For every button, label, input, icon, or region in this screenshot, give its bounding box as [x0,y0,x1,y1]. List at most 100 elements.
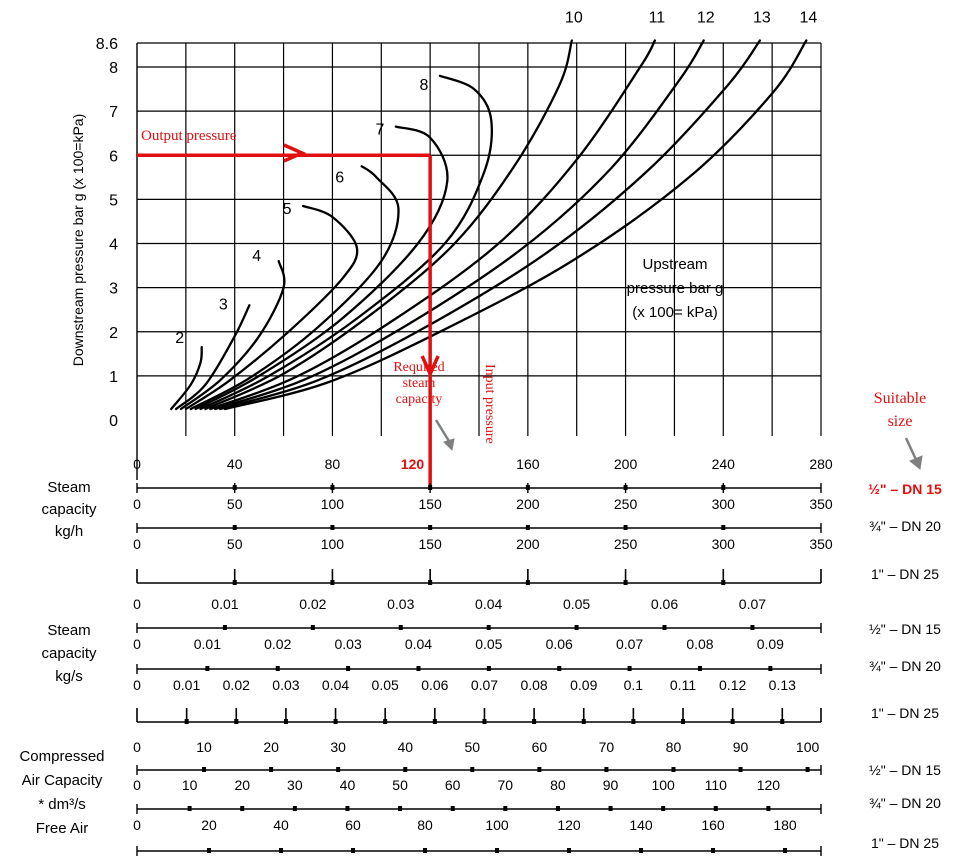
scale-tick-mark [721,525,726,530]
scale-label: 40 [397,739,413,755]
curve-label-7: 7 [375,122,384,139]
scale-label: 0.11 [670,677,696,693]
scale-label: 40 [340,777,356,793]
upstream-curve-10 [204,39,573,411]
scale-label: 0.05 [372,677,399,693]
scale-label: 0.07 [471,677,498,693]
y-tick-label: 4 [109,237,118,254]
scale-tick-mark [681,719,686,724]
curve-label-8: 8 [419,77,428,94]
y-tick-label: 8.6 [96,36,118,53]
scale-label: 100 [796,739,820,755]
scale-tick-mark [604,767,609,772]
scale-tick-mark [336,767,341,772]
scale-tick-mark [768,666,773,671]
scale-tick-mark [330,485,335,490]
scale-tick-mark [333,719,338,724]
scale-label: 80 [325,456,341,472]
upstream-curve-3 [174,304,251,411]
curve-label-14: 14 [799,10,817,27]
y-tick-label: 3 [109,281,118,298]
scale-tick-mark [292,806,297,811]
chart-grid [136,42,822,480]
scale-label: 20 [201,817,217,833]
scale-label: 70 [498,777,514,793]
scale-tick-mark [738,767,743,772]
scale-tick-mark [662,625,667,630]
scale-tick-mark [234,719,239,724]
scale-tick-mark [403,767,408,772]
required-pointer-head [443,438,455,452]
annotations: Output pressure Input pressure Requiredste… [137,128,926,487]
output-pressure-arrowhead [283,143,307,163]
pressure-curves: 2 3 4 5 6 7 8 10 11 12 13 14 Upstream pressure bar g (… [170,10,817,411]
scale-tick-mark [207,848,211,853]
scale-tick-mark [202,767,207,772]
scale-label: 0.07 [616,636,643,652]
scale-tick-mark [486,625,491,630]
scale-label: 60 [445,777,461,793]
scale-tick-mark [525,525,530,530]
scale-label: 0.02 [299,596,326,612]
scale-label: 120 [757,777,781,793]
scale-label: 80 [666,739,682,755]
scale-label: 120 [401,456,425,472]
upstream-curve-7 [194,125,449,411]
curve-label-10: 10 [565,10,583,27]
curve-label-3: 3 [219,296,228,313]
scale-label: 40 [273,817,289,833]
scale-label: 140 [629,817,653,833]
scale-tick-mark [574,625,579,630]
scale-label: 0 [133,636,141,652]
scale-label: 350 [809,536,833,552]
scale-label: 0.06 [651,596,678,612]
input-pressure-arrowhead [420,355,440,379]
scale-label: 300 [712,536,736,552]
upstream-curve-5 [184,204,359,411]
scale-tick-mark [697,666,702,671]
scale-label: 0.05 [475,636,502,652]
scale-label: 0.06 [546,636,573,652]
scale-tick-mark [232,485,237,490]
y-tick-label: 8 [109,60,118,77]
input-pressure-label: Input pressure [482,364,497,444]
scale-tick-mark [537,767,542,772]
scale-label: 280 [809,456,833,472]
scale-tick-mark [567,848,571,853]
scale-tick-mark [766,806,771,811]
scale-tick-mark [525,580,530,585]
scale-tick-mark [184,719,189,724]
scale-tick-mark [345,806,350,811]
scale-tick-mark [783,848,787,853]
scale-label: 200 [516,496,540,512]
scale-label: 0.01 [173,677,200,693]
scale-label: 30 [287,777,303,793]
suitable-size-label: Suitable [874,390,926,407]
scale-label: 160 [516,456,540,472]
pipe-size-label: ½" – DN 15 [869,762,941,778]
scale-label: 50 [392,777,408,793]
scale-tick-mark [232,580,237,585]
scale-label: 20 [234,777,250,793]
scale-tick-mark [805,767,810,772]
scale-label: 20 [263,739,279,755]
upstream-curve-8 [199,74,493,411]
required-steam-capacity-label: capacity [396,392,443,407]
scale-tick-mark [398,806,403,811]
compressed-air-capacity-label: Compressed [19,748,104,765]
scale-tick-mark [750,625,755,630]
scale-tick-mark [398,625,403,630]
scale-label: 0 [133,596,141,612]
scale-tick-mark [581,719,586,724]
scale-label: 70 [599,739,615,755]
scale-tick-mark [721,485,726,490]
scale-label: 0.08 [686,636,713,652]
scale-label: 0.03 [272,677,299,693]
scale-label: 200 [614,456,638,472]
scale-label: 50 [227,536,243,552]
scale-tick-mark [557,666,562,671]
scale-tick-mark [428,485,433,490]
scale-label: 90 [733,739,749,755]
scale-tick-mark [470,767,475,772]
